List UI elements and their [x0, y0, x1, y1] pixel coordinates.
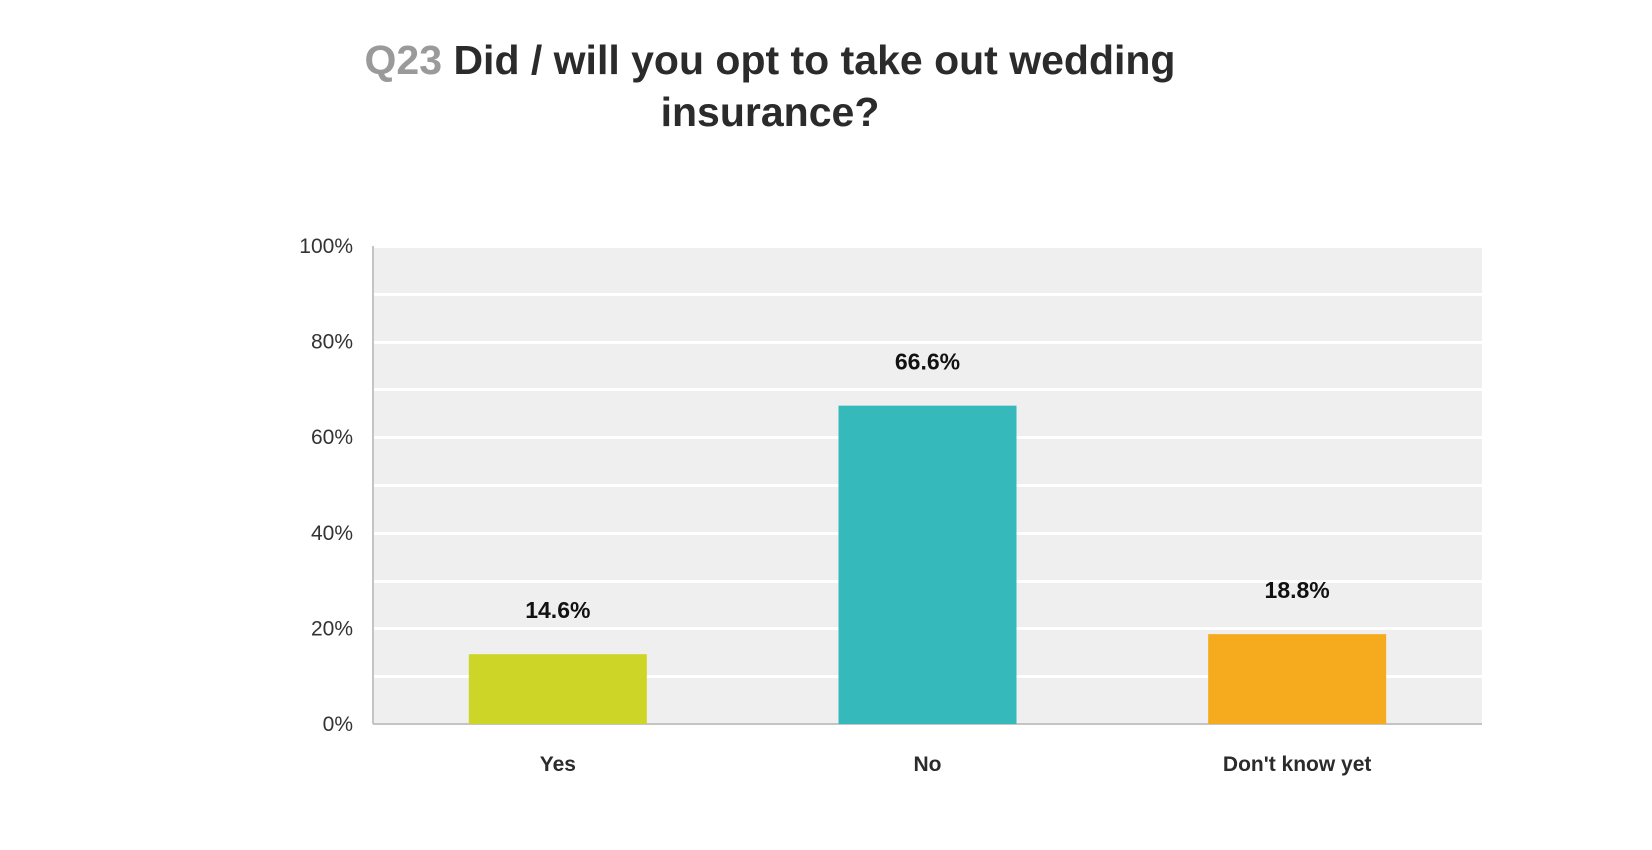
category-label: Yes — [540, 753, 576, 776]
bar-don-t-know-yet — [1208, 634, 1387, 724]
y-tick-label: 100% — [299, 235, 353, 258]
question-text: Did / will you opt to take out wedding i… — [453, 37, 1176, 135]
chart-title: Q23 Did / will you opt to take out weddi… — [300, 34, 1240, 138]
data-label: 18.8% — [1265, 577, 1330, 603]
category-label: Don't know yet — [1223, 753, 1372, 776]
data-label: 14.6% — [525, 597, 590, 623]
question-number: Q23 — [364, 37, 443, 83]
data-labels: 14.6% 66.6% 18.8% — [525, 349, 1330, 624]
y-tick-label: 0% — [323, 713, 353, 736]
bars — [468, 405, 1387, 724]
bar-no — [838, 405, 1017, 724]
y-tick-label: 40% — [311, 522, 353, 545]
y-axis-ticks: 0% 20% 40% 60% 80% 100% — [299, 235, 353, 736]
y-tick-label: 20% — [311, 617, 353, 640]
x-axis-categories: Yes No Don't know yet — [540, 753, 1372, 776]
bar-yes — [468, 654, 647, 724]
y-tick-label: 80% — [311, 331, 353, 354]
category-label: No — [914, 753, 942, 776]
y-tick-label: 60% — [311, 426, 353, 449]
data-label: 66.6% — [895, 349, 960, 375]
